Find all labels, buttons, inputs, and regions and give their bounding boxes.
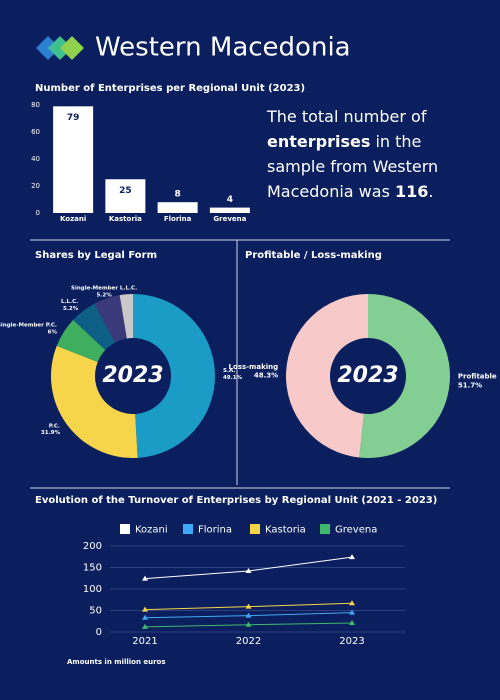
data-label: 4: [227, 195, 233, 205]
slice-value: 51.7%: [458, 381, 482, 389]
slice-value: 48.3%: [254, 372, 278, 380]
logo: [36, 36, 84, 60]
slice-label: L.L.C. 5.2%: [61, 299, 79, 312]
legend-swatch: [320, 524, 330, 534]
summary-part: enterprises: [267, 132, 371, 151]
slice-label: S.A. 49.1%: [223, 368, 243, 381]
bar: [157, 202, 198, 213]
point: [245, 612, 252, 618]
data-label: 25: [119, 186, 132, 196]
legend-label: Grevena: [335, 525, 377, 536]
bar: [53, 106, 94, 213]
y-tick-label: 0: [96, 627, 102, 638]
point: [349, 554, 355, 560]
slice-value: 5.2%: [63, 306, 79, 312]
slice-name: Single-Member L.L.C.: [71, 285, 137, 291]
x-tick-label: 2021: [132, 636, 157, 647]
pie-slice: [73, 303, 116, 350]
point: [349, 600, 355, 606]
summary-part: 116: [394, 182, 429, 201]
legend-label: Florina: [198, 525, 232, 536]
summary-part: The total number of: [267, 107, 427, 126]
slice-label: P.C. 31.9%: [41, 423, 61, 436]
page-title: Western Macedonia: [95, 33, 351, 63]
chart-title: Shares by Legal Form: [35, 250, 157, 261]
chart-title: Number of Enterprises per Regional Unit …: [35, 83, 305, 94]
pie-slice: [50, 345, 138, 458]
legend-swatch: [120, 524, 130, 534]
x-tick-label: Florina: [164, 215, 192, 223]
legend-swatch: [250, 524, 260, 534]
pie-slice: [56, 319, 106, 363]
x-tick-label: Grevena: [213, 215, 246, 223]
center-label: 2023: [337, 363, 398, 388]
y-tick-label: 60: [31, 128, 40, 136]
bar: [209, 207, 250, 213]
summary-part: in the sample from Western Macedonia was: [267, 132, 439, 201]
slice-name: Profitable: [458, 373, 497, 381]
y-tick-label: 80: [31, 101, 40, 109]
slice-name: L.L.C.: [61, 299, 78, 305]
x-tick-label: Kastoria: [109, 215, 142, 223]
chart-title: Evolution of the Turnover of Enterprises…: [35, 495, 437, 506]
point: [142, 606, 148, 612]
y-tick-label: 20: [31, 182, 40, 190]
x-tick-label: 2022: [236, 636, 261, 647]
point: [142, 614, 148, 620]
slice-label: Single-Member P.C. 6%: [0, 322, 57, 335]
point: [245, 603, 252, 609]
legend-swatch: [183, 524, 193, 534]
slice-value: 49.1%: [223, 375, 243, 381]
y-tick-label: 100: [83, 584, 102, 595]
slice-name: S.A.: [223, 368, 236, 374]
point: [142, 575, 148, 581]
note: Amounts in million euros: [67, 658, 166, 666]
y-tick-label: 0: [36, 209, 40, 217]
x-tick-label: Kozani: [60, 215, 86, 223]
pie-slice: [359, 294, 451, 459]
point: [142, 623, 148, 629]
y-tick-label: 200: [83, 541, 102, 552]
slice-name: P.C.: [49, 423, 60, 429]
y-tick-label: 50: [89, 606, 102, 617]
slice-label: Profitable 51.7%: [458, 373, 497, 390]
x-tick-label: 2023: [339, 636, 364, 647]
slice-label: Single-Member L.L.C. 5.2%: [71, 285, 137, 298]
legend-label: Kozani: [135, 525, 168, 536]
summary-part: .: [428, 182, 434, 201]
slice-value: 31.9%: [41, 430, 61, 436]
slice-value: 5.2%: [96, 292, 112, 298]
pie-slice: [119, 294, 133, 339]
center-label: 2023: [102, 363, 163, 388]
slice-name: Loss-making: [229, 363, 279, 371]
pie-slice: [286, 294, 368, 458]
summary-text: The total number of enterprises in the s…: [267, 104, 482, 204]
data-label: 8: [174, 190, 180, 200]
slice-name: Single-Member P.C.: [0, 322, 57, 328]
bar: [105, 179, 146, 213]
point: [245, 621, 252, 627]
pie-slice: [94, 295, 127, 343]
pie-slice: [133, 294, 216, 458]
point: [245, 567, 252, 573]
y-tick-label: 40: [31, 155, 40, 163]
slice-label: Loss-making 48.3%: [229, 363, 279, 380]
chart-title: Profitable / Loss-making: [245, 250, 382, 261]
legend-label: Kastoria: [265, 525, 306, 536]
slice-value: 6%: [48, 329, 58, 335]
point: [349, 619, 355, 625]
data-label: 79: [67, 113, 80, 123]
point: [349, 609, 355, 615]
y-tick-label: 150: [83, 563, 102, 574]
